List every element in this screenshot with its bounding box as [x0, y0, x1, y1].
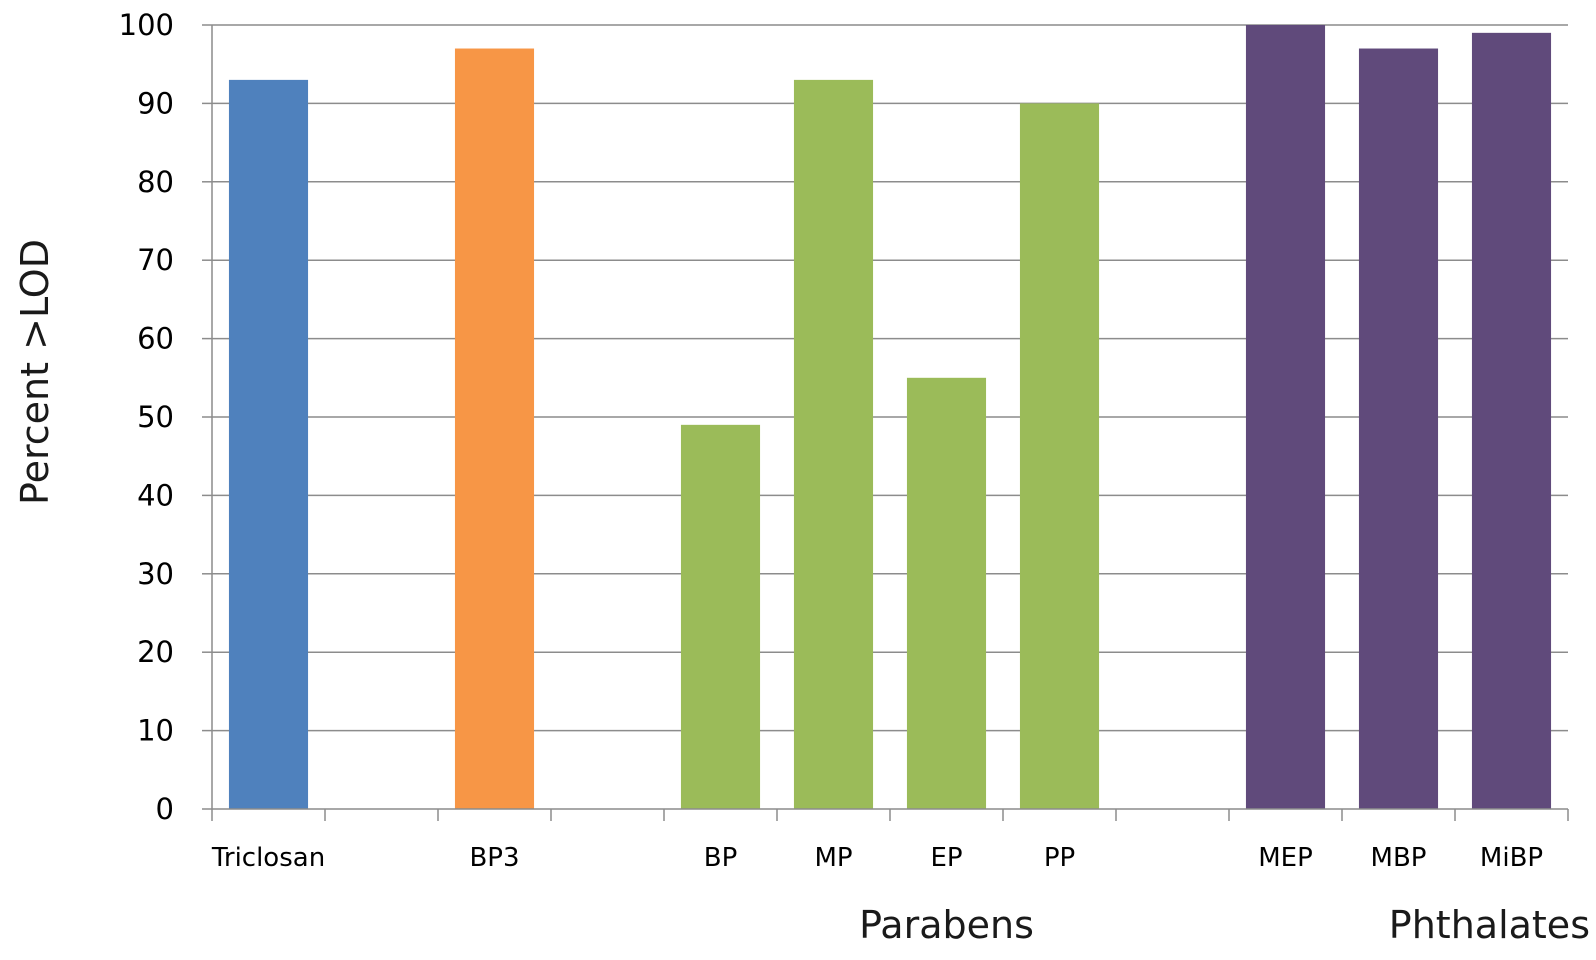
x-category-label: PP	[1044, 843, 1075, 873]
y-tick-label: 0	[156, 792, 174, 826]
group-label: Phthalates	[1389, 903, 1590, 947]
gridlines	[212, 24, 1568, 732]
y-tick-label: 100	[119, 8, 174, 42]
y-tick-label: 60	[137, 322, 174, 356]
bar-mp	[793, 79, 874, 809]
x-category-label: BP	[704, 843, 738, 873]
x-category-label: MP	[814, 843, 852, 873]
y-tick-label: 40	[137, 478, 174, 512]
group-labels: Parabens Phthalates	[859, 903, 1590, 947]
bar-pp	[1019, 103, 1100, 809]
bar-bp	[680, 424, 761, 809]
y-tick-label: 20	[137, 635, 174, 669]
y-tick-label: 70	[137, 243, 174, 277]
bar-mibp	[1471, 32, 1552, 809]
x-category-labels: Triclosan BP3 BP MP EP PP MEP MBP MiBP	[211, 843, 1543, 873]
x-category-label: BP3	[469, 843, 519, 873]
y-axis-title: Percent >LOD	[13, 239, 57, 505]
y-tick-label: 30	[137, 557, 174, 591]
y-tick-labels: 0 10 20 30 40 50 60 70 80 90 100	[119, 8, 174, 826]
bar-bp3	[454, 48, 535, 809]
y-tick-label: 90	[137, 86, 174, 120]
x-category-label: Triclosan	[211, 843, 325, 873]
y-tick-label: 80	[137, 165, 174, 199]
x-category-label: MBP	[1371, 843, 1427, 873]
group-label: Parabens	[859, 903, 1034, 947]
y-tick-label: 10	[137, 714, 174, 748]
y-tick-label: 50	[137, 400, 174, 434]
x-category-label: MiBP	[1480, 843, 1543, 873]
x-category-label: EP	[930, 843, 962, 873]
bars	[228, 25, 1552, 809]
axes	[202, 24, 1569, 821]
bar-mbp	[1358, 48, 1439, 809]
bar-triclosan	[228, 79, 309, 809]
x-category-label: MEP	[1258, 843, 1313, 873]
bar-mep	[1245, 25, 1326, 809]
bar-ep	[906, 377, 987, 809]
